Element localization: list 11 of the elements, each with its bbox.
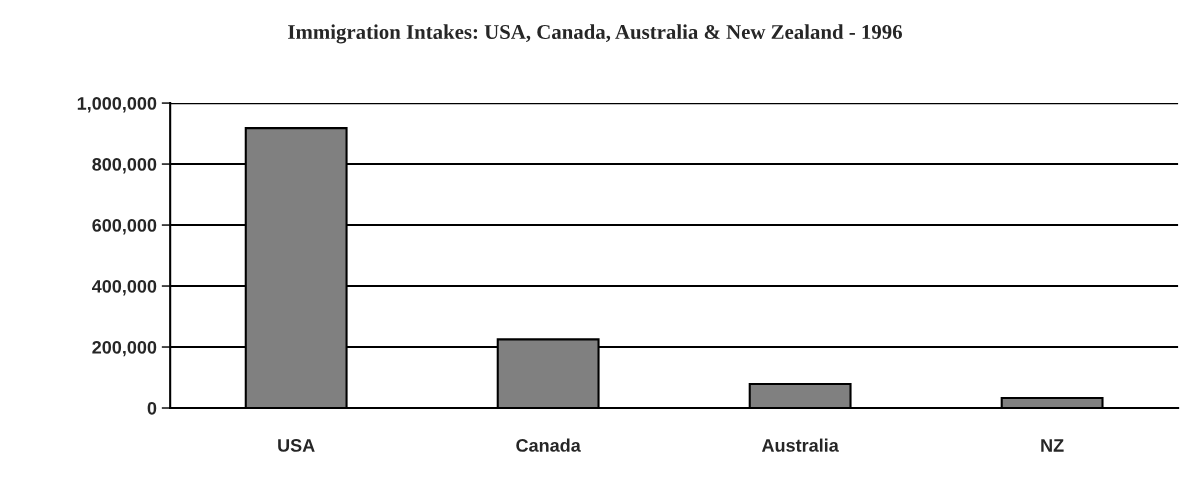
chart-title: Immigration Intakes: USA, Canada, Australia & New Zealand - 1996	[288, 24, 902, 44]
x-tick-label: Australia	[761, 438, 839, 452]
y-tick-label: 200,000	[92, 340, 157, 357]
y-tick-label: 0	[147, 401, 157, 415]
y-tick-label: 400,000	[91, 279, 157, 296]
x-tick-label: NZ	[1041, 439, 1064, 452]
y-tick-label: 600,000	[92, 218, 157, 235]
y-tick-label: 1,000,000	[77, 97, 157, 113]
x-tick-label: Canada	[516, 438, 581, 452]
x-tick-label: USA	[278, 439, 315, 452]
y-tick-label: 800,000	[92, 158, 157, 174]
